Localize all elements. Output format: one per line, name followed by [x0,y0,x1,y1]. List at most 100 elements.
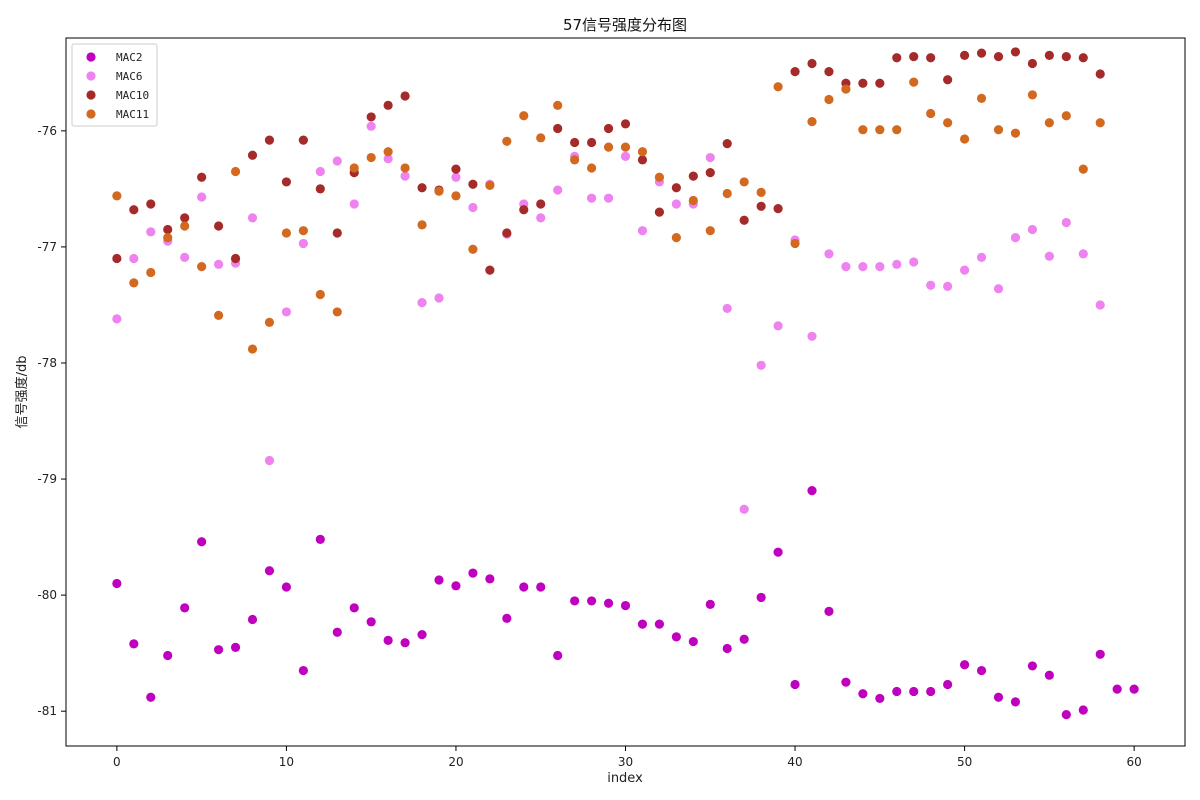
legend: MAC2 MAC6 MAC10 MAC11 [71,43,158,127]
x-tick-label: 0 [113,755,121,769]
series-mac11 [112,77,1105,354]
data-point [620,142,631,152]
data-point [807,116,817,127]
data-point [146,267,156,278]
data-point [502,228,512,238]
data-point [1078,249,1088,259]
data-point [807,486,817,496]
data-point [1027,661,1038,671]
y-tick-label: -81 [37,704,57,718]
data-point [705,168,715,178]
y-tick-label: -76 [37,124,57,138]
x-tick-label: 30 [618,755,633,769]
data-point [688,636,698,647]
data-point [298,238,308,249]
data-point [332,156,342,166]
legend-marker [86,71,96,81]
data-point [739,177,749,187]
series-mac6 [112,121,1105,514]
data-point [976,665,987,676]
data-point [519,111,529,121]
data-point [993,125,1004,135]
data-point [875,78,885,88]
data-point [366,112,376,122]
data-point [298,665,308,676]
data-point [688,195,698,206]
data-point [468,202,478,213]
data-point [637,155,648,165]
data-point [129,253,139,264]
data-point [824,94,834,105]
data-point [570,137,580,148]
data-point [417,298,427,308]
data-point [264,135,275,145]
data-point [570,155,580,165]
data-point [993,692,1004,702]
legend-label: MAC10 [116,89,149,102]
data-point [485,574,495,584]
data-point [315,289,325,300]
data-point [824,249,834,259]
x-axis-label: index [607,771,643,786]
data-point [858,262,868,272]
data-point [366,152,376,163]
data-point [790,679,800,690]
data-point [536,133,546,143]
data-point [993,51,1004,62]
data-point [959,660,970,670]
data-point [1010,47,1021,57]
data-point [400,171,410,181]
data-point [909,51,919,62]
data-point [807,58,817,69]
data-point [1044,50,1054,61]
data-point [180,252,190,262]
data-point [315,534,325,545]
data-point [1061,217,1071,228]
legend-marker [86,52,96,62]
data-point [943,118,953,128]
data-point [536,582,546,592]
data-point [400,163,410,173]
data-point [146,227,156,237]
data-point [1095,69,1105,79]
data-point [451,581,461,591]
data-point [603,598,614,608]
data-point [213,645,224,655]
data-point [620,119,631,129]
data-point [570,596,580,606]
data-point [603,193,614,203]
y-axis-label: 信号强度/db [14,356,30,429]
data-point [892,125,902,135]
data-point [671,199,681,209]
data-point [146,692,156,702]
data-point [1044,118,1054,128]
data-point [603,123,614,134]
data-point [756,592,766,603]
data-point [163,224,173,235]
data-point [230,166,241,177]
data-point [383,635,393,645]
data-point [790,238,800,249]
legend-marker [86,90,96,100]
data-point [197,537,207,547]
series-mac10 [112,47,1105,275]
data-point [705,226,715,236]
data-point [824,67,834,77]
data-point [281,307,292,317]
x-tick-label: 40 [787,755,802,769]
legend-label: MAC11 [116,108,149,121]
data-point [926,53,936,63]
chart-title: 57信号强度分布图 [563,16,687,34]
data-point [468,568,478,578]
data-point [722,188,732,199]
x-tick-label: 10 [279,755,294,769]
data-point [129,639,139,649]
data-point [180,213,190,223]
data-point [197,172,207,182]
data-point [976,93,987,103]
data-point [180,603,190,613]
data-point [247,344,258,354]
data-point [1061,111,1071,121]
data-point [485,180,495,191]
